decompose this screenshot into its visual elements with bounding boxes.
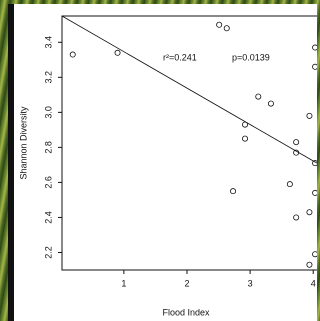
- x-axis-label: Flood Index: [162, 307, 210, 317]
- y-tick-label: 3.0: [43, 106, 53, 119]
- y-tick-label: 2.4: [43, 211, 53, 224]
- frame: [8, 4, 14, 321]
- annotation: r²=0.241: [163, 52, 197, 62]
- y-tick-label: 2.6: [43, 176, 53, 189]
- x-tick-label: 4: [311, 278, 316, 288]
- y-tick-label: 2.2: [43, 246, 53, 259]
- y-axis-label: Shannon Diversity: [18, 106, 28, 180]
- page: {"chart_data": {"type": "scatter", "x_la…: [0, 0, 317, 321]
- x-tick-label: 1: [121, 278, 126, 288]
- chart: Flood Index Shannon Diversity r²=0.241 p…: [0, 0, 317, 321]
- y-tick-label: 2.8: [43, 141, 53, 154]
- y-tick-label: 3.2: [43, 71, 53, 84]
- x-tick-label: 3: [248, 278, 253, 288]
- x-tick-label: 2: [184, 278, 189, 288]
- annotation: p=0.0139: [232, 52, 270, 62]
- y-tick-label: 3.4: [43, 36, 53, 49]
